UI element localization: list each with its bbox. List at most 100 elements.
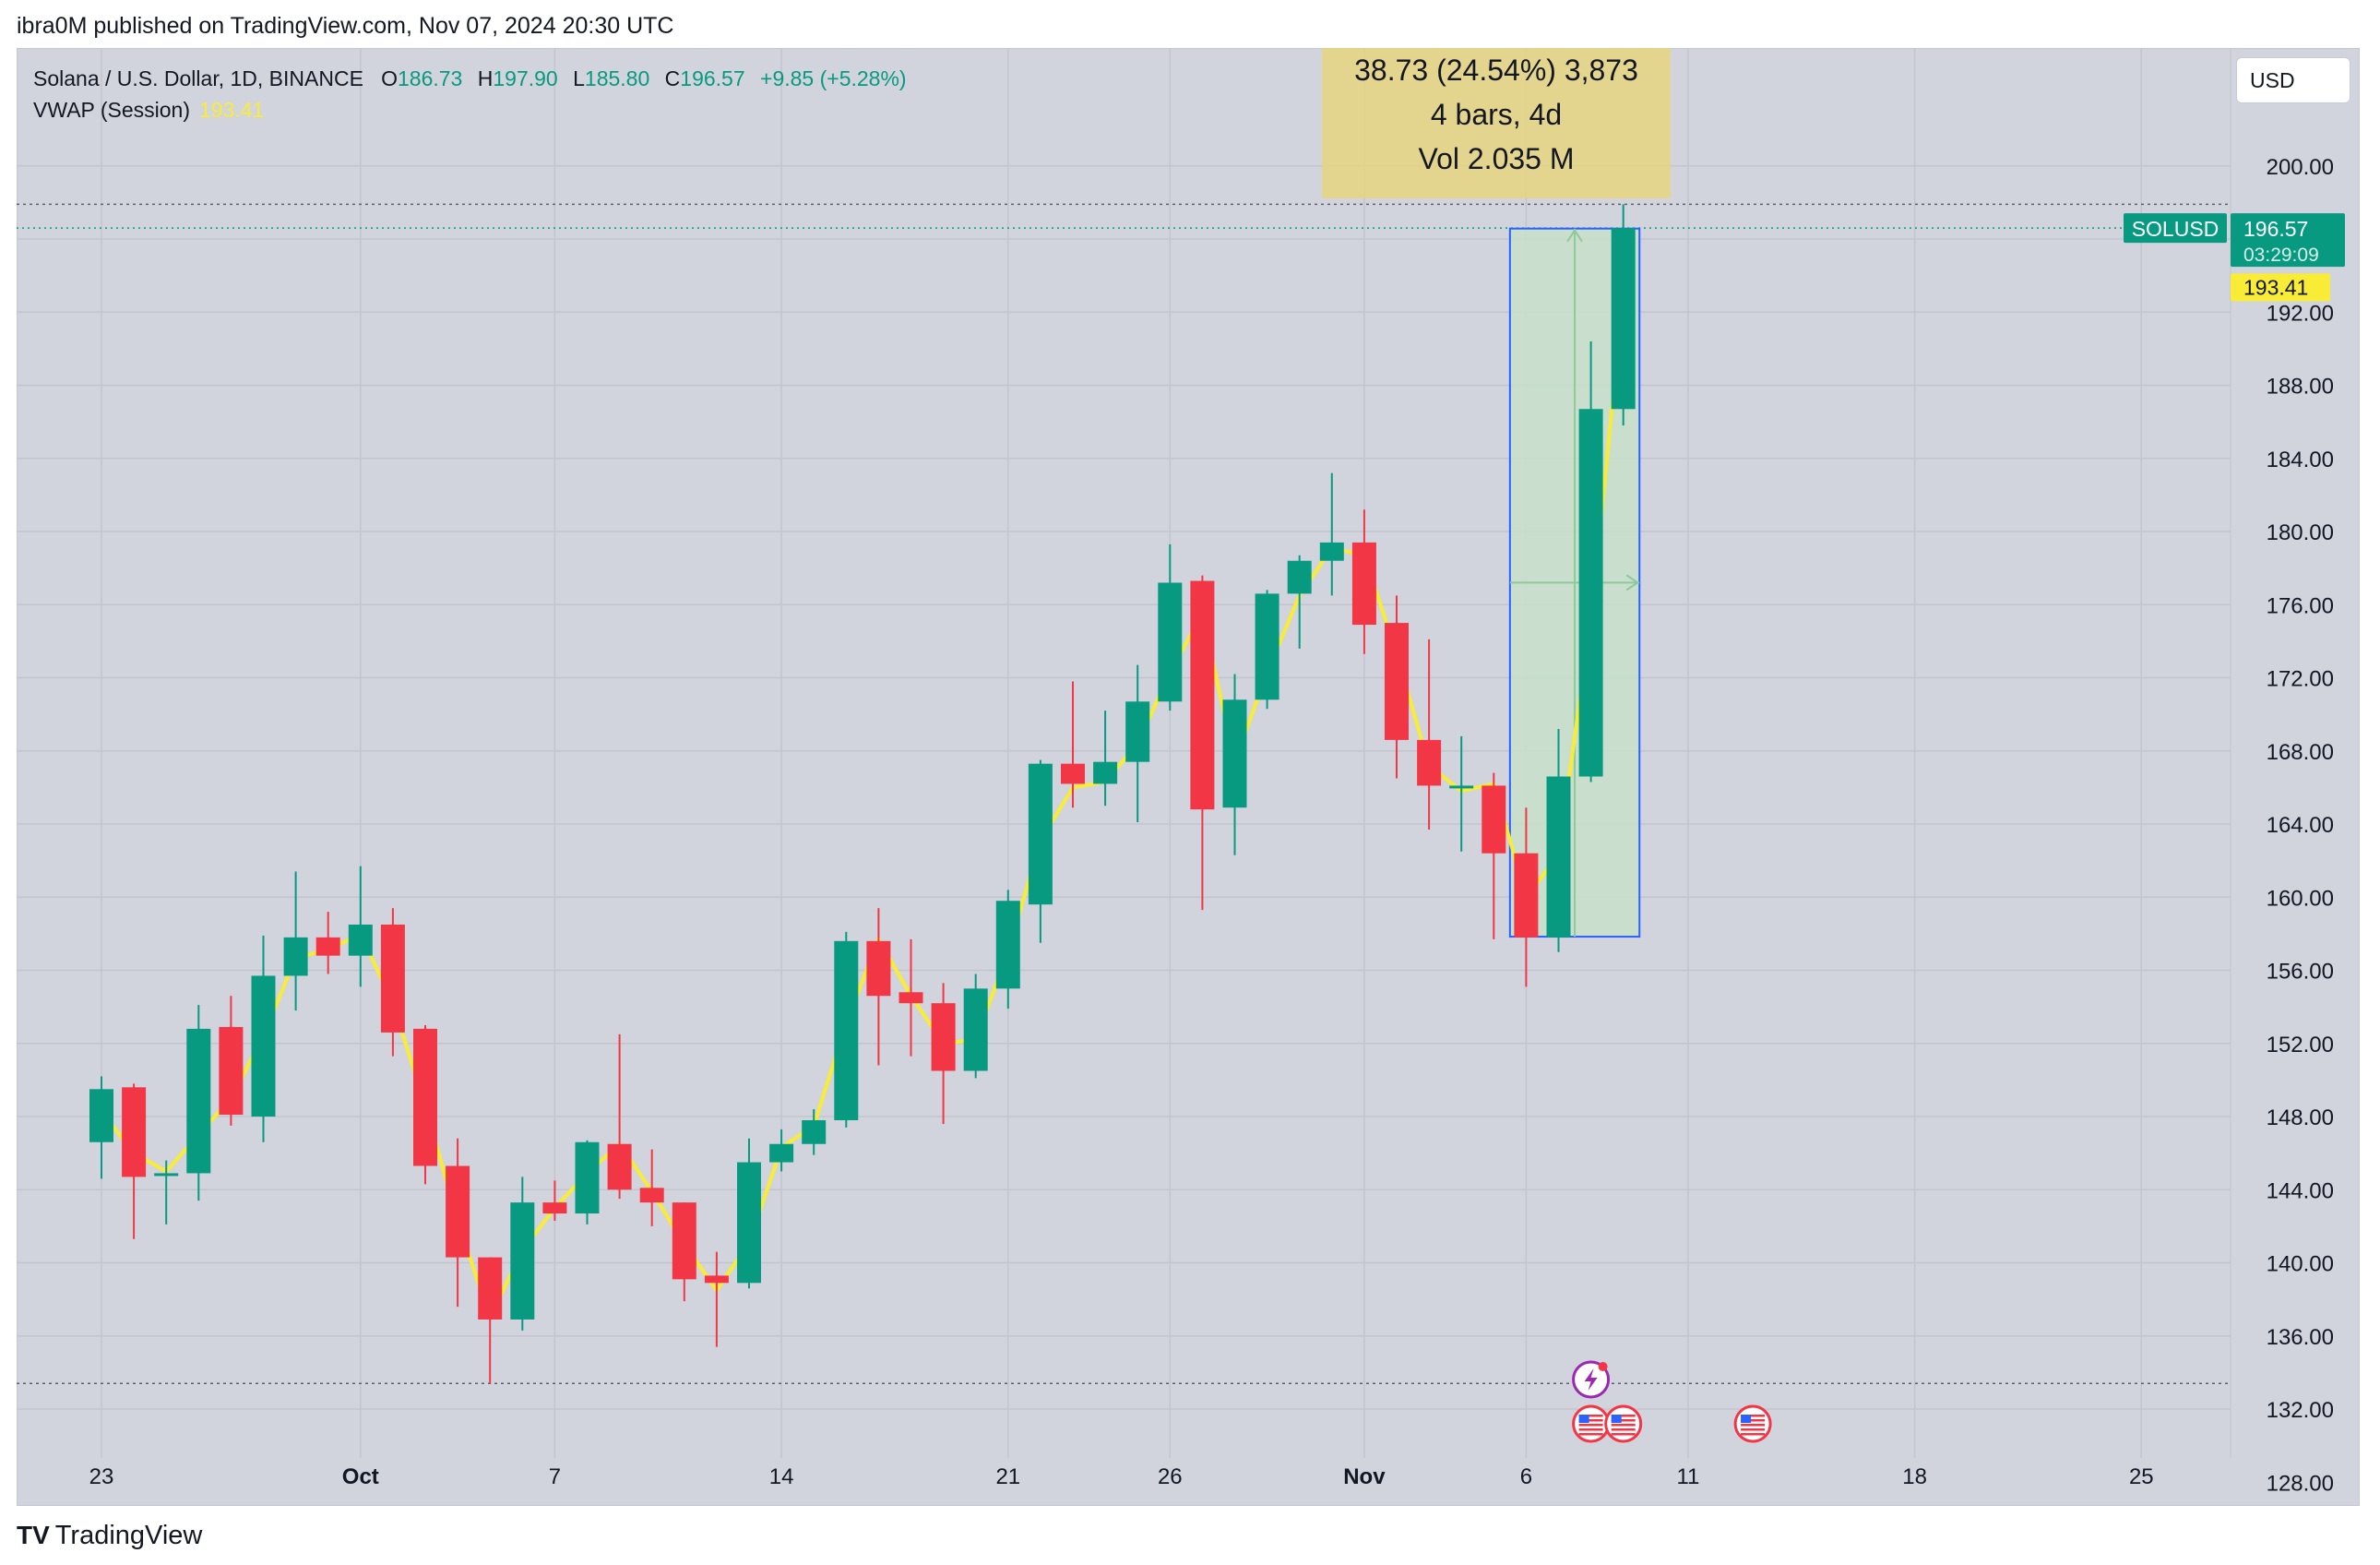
low-label: L — [573, 66, 585, 90]
candle-body — [1578, 409, 1603, 777]
open-label: O — [381, 66, 398, 90]
tradingview-logo-text: TradingView — [54, 1521, 203, 1550]
event-icons[interactable] — [1572, 1360, 1772, 1443]
candle-body — [1611, 228, 1636, 410]
flag-stripe — [1611, 1424, 1636, 1427]
measure-tooltip: 38.73 (24.54%) 3,873 4 bars, 4d Vol 2.03… — [1322, 48, 1671, 198]
open-value: 186.73 — [397, 66, 463, 90]
candle-body — [1546, 776, 1571, 938]
symbol-tag-bg — [2124, 213, 2227, 244]
candle-body — [1061, 763, 1085, 784]
publisher-line: ibra0M published on TradingView.com, Nov… — [17, 13, 674, 39]
grid-lines — [17, 48, 2231, 1458]
price-tick-label: 156.00 — [2267, 960, 2334, 985]
candle-body — [575, 1141, 600, 1214]
arrow-right-icon — [1625, 574, 1640, 591]
candle-body — [1028, 763, 1053, 905]
price-tick-label: 180.00 — [2267, 520, 2334, 545]
countdown-label: 03:29:09 — [2243, 245, 2319, 266]
candle-body — [737, 1162, 761, 1284]
time-tick-label: 26 — [1158, 1464, 1183, 1489]
flag-stripe — [1741, 1433, 1766, 1436]
notification-dot — [1598, 1362, 1608, 1371]
price-axis[interactable]: 200.00196.00192.00188.00184.00180.00176.… — [2267, 155, 2334, 1497]
flag-canton — [1741, 1415, 1752, 1423]
price-tick-label: 128.00 — [2267, 1471, 2334, 1496]
candle-body — [607, 1143, 632, 1190]
us-flag-event-icon[interactable] — [1572, 1404, 1611, 1443]
candle-body — [1449, 785, 1474, 789]
price-tick-label: 132.00 — [2267, 1398, 2334, 1423]
time-tick-label: Oct — [342, 1464, 379, 1489]
candle-body — [995, 901, 1020, 989]
price-tick-label: 176.00 — [2267, 593, 2334, 618]
candle-body — [413, 1028, 437, 1166]
candle-body — [1125, 701, 1150, 762]
flag-stripe — [1578, 1433, 1603, 1436]
us-flag-event-icon[interactable] — [1604, 1404, 1643, 1443]
candle-body — [1222, 699, 1247, 808]
candle-body — [478, 1257, 503, 1320]
candle-body — [898, 992, 923, 1004]
candle-body — [1417, 739, 1442, 786]
candle-body — [1190, 580, 1215, 810]
candle-body — [315, 937, 340, 956]
candle-body — [1255, 593, 1279, 700]
measure-volume: Vol 2.035 M — [1418, 142, 1575, 175]
price-tick-label: 188.00 — [2267, 375, 2334, 400]
symbol-title: Solana / U.S. Dollar, 1D, BINANCE — [33, 66, 363, 90]
candle-body — [1319, 542, 1344, 561]
flag-stripe — [1578, 1428, 1603, 1431]
candle-body — [639, 1188, 664, 1203]
price-tick-label: 200.00 — [2267, 155, 2334, 180]
time-tick-label: 14 — [769, 1464, 794, 1489]
vwap-polyline — [100, 295, 1625, 1320]
candle-body — [122, 1087, 147, 1177]
vwap-value: 193.41 — [199, 98, 265, 122]
candle-body — [931, 1003, 956, 1071]
time-tick-label: 23 — [89, 1464, 114, 1489]
measure-change: 38.73 (24.54%) 3,873 — [1354, 54, 1638, 87]
currency-button[interactable]: USD — [2236, 57, 2350, 103]
candle-body — [542, 1202, 567, 1214]
level-lines — [17, 203, 2231, 1385]
lightning-bolt — [1584, 1368, 1598, 1391]
lightning-event-icon[interactable] — [1572, 1360, 1611, 1399]
legend-ohlc-row: Solana / U.S. Dollar, 1D, BINANCE O186.7… — [33, 63, 916, 94]
symbol-tag: SOLUSD — [2132, 217, 2219, 241]
price-tick-label: 168.00 — [2267, 740, 2334, 765]
last-price-label: 196.57 — [2243, 217, 2308, 241]
candle-body — [348, 924, 373, 956]
time-tick-label: 6 — [1520, 1464, 1532, 1489]
close-value: 196.57 — [680, 66, 745, 90]
candle-body — [769, 1143, 794, 1163]
price-tick-label: 148.00 — [2267, 1105, 2334, 1130]
flag-stripe — [1741, 1415, 1766, 1417]
flag-stripe — [1611, 1419, 1636, 1422]
candle-body — [802, 1119, 827, 1144]
change-value: +9.85 (+5.28%) — [760, 66, 907, 90]
high-label: H — [477, 66, 494, 90]
time-axis[interactable]: 23 Oct 7 14 21 26 Nov 6 11 18 25 — [89, 1464, 2154, 1489]
candle-body — [834, 940, 859, 1120]
candle-body — [1351, 542, 1376, 626]
tradingview-logo[interactable]: TV TradingView — [17, 1521, 202, 1551]
vwap-line — [100, 295, 1625, 1320]
last-price-label-bg — [2231, 213, 2345, 268]
price-tick-label: 160.00 — [2267, 886, 2334, 911]
candles — [89, 204, 1636, 1384]
candle-body — [446, 1165, 470, 1258]
candle-body — [154, 1173, 179, 1177]
candle-body — [186, 1028, 211, 1174]
flag-stripe — [1611, 1433, 1636, 1436]
flag-stripe — [1578, 1419, 1603, 1422]
candle-body — [963, 988, 988, 1071]
time-tick-label: 7 — [549, 1464, 561, 1489]
legend-vwap-row: VWAP (Session) 193.41 — [33, 94, 916, 125]
flag-stripe — [1611, 1415, 1636, 1417]
candle-body — [1482, 785, 1506, 854]
flag-canton — [1611, 1415, 1622, 1423]
price-tick-label: 140.00 — [2267, 1252, 2334, 1277]
us-flag-event-icon[interactable] — [1733, 1404, 1772, 1443]
